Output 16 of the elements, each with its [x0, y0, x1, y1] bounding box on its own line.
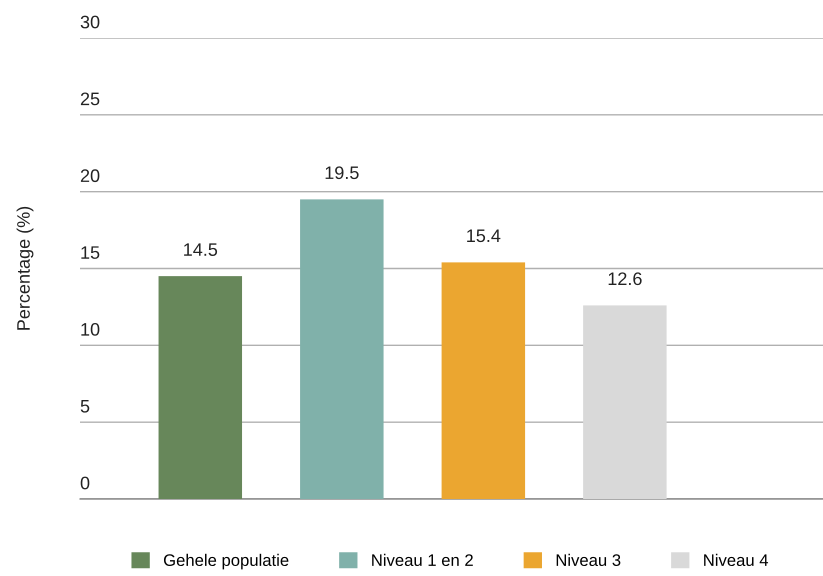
y-tick-label: 25	[80, 92, 100, 106]
legend-label: Niveau 1 en 2	[372, 554, 473, 566]
legend-label: Niveau 3	[556, 554, 620, 566]
legend-label: Gehele populatie	[164, 554, 288, 570]
y-tick-label: 5	[80, 400, 90, 413]
data-label: 19.5	[326, 166, 359, 180]
y-axis-title: Percentage (%)	[16, 206, 34, 330]
data-label: 12.6	[608, 272, 642, 286]
y-tick-label: 10	[81, 322, 100, 336]
data-label: 14.5	[184, 243, 218, 256]
y-tick-label: 20	[80, 169, 100, 182]
y-tick-label: 15	[81, 246, 100, 259]
legend-label: Niveau 4	[704, 554, 768, 566]
data-label: 15.4	[467, 230, 500, 242]
y-tick-label: 30	[80, 16, 100, 28]
y-tick-label: 0	[80, 476, 90, 490]
